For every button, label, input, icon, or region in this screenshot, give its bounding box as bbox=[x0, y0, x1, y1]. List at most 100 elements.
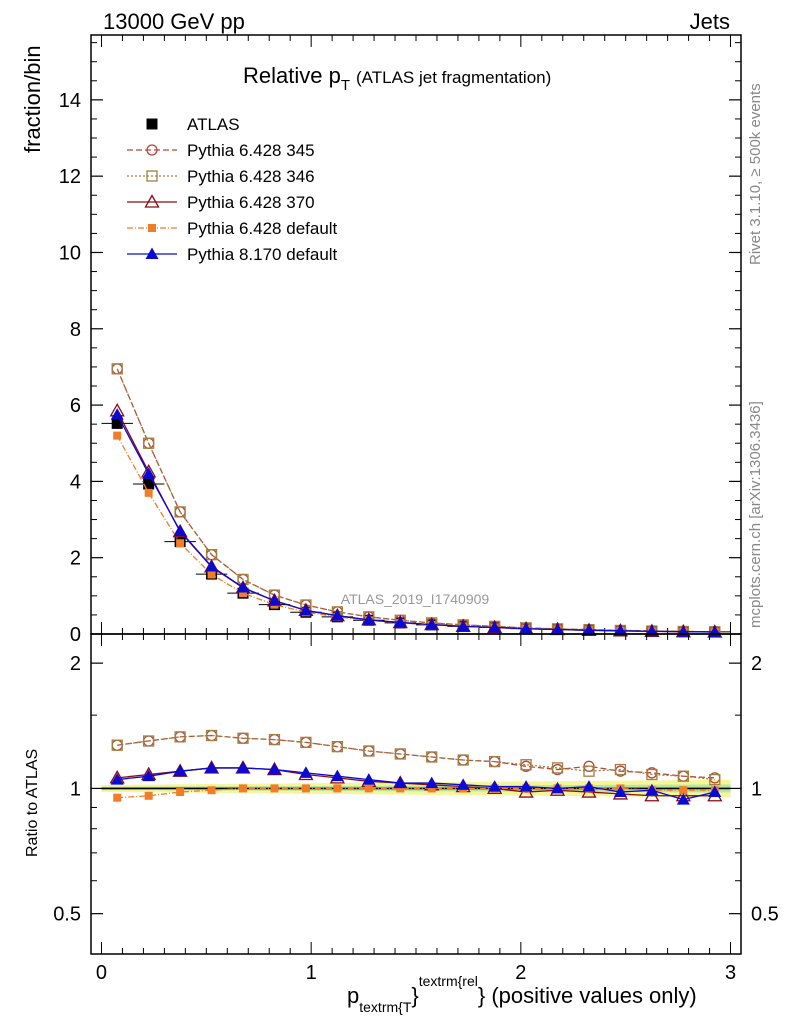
ratio-data-point bbox=[677, 770, 689, 782]
ratio-ytick-label-right: 1 bbox=[751, 778, 762, 800]
legend-label: Pythia 6.428 370 bbox=[187, 193, 315, 212]
ratio-data-point bbox=[113, 793, 122, 802]
legend-marker bbox=[145, 247, 159, 259]
xtick-label: 2 bbox=[515, 962, 526, 984]
ratio-data-point bbox=[239, 784, 248, 793]
xtick-label: 3 bbox=[725, 962, 736, 984]
ratio-ytick-label-right: 0.5 bbox=[751, 904, 779, 926]
ratio-ticks-layer: 0 1 2 3 0.5 0.5 1 1 2 2 bbox=[53, 634, 779, 984]
main-ytick-label: 4 bbox=[70, 471, 81, 493]
ratio-data-point bbox=[362, 773, 376, 785]
legend-label: Pythia 6.428 346 bbox=[187, 167, 315, 186]
legend-label: Pythia 6.428 default bbox=[187, 219, 338, 238]
ratio-data-point bbox=[270, 784, 279, 793]
main-data-point bbox=[362, 613, 376, 625]
legend-label: Pythia 6.428 345 bbox=[187, 141, 315, 160]
ratio-data-point bbox=[331, 740, 344, 753]
ratio-data-point bbox=[205, 729, 218, 742]
ratio-series-layer bbox=[109, 729, 723, 805]
ratio-data-point bbox=[301, 784, 310, 793]
main-data-point bbox=[551, 622, 565, 635]
ratio-data-point bbox=[426, 751, 438, 763]
legend-label: Pythia 8.170 default bbox=[187, 245, 338, 264]
legend: ATLAS Pythia 6.428 345 Pythia 6.428 346 Pyt… bbox=[127, 115, 338, 264]
legend-label: ATLAS bbox=[187, 115, 240, 134]
ratio-data-point bbox=[173, 764, 187, 777]
ratio-data-point bbox=[488, 780, 502, 792]
ratio-data-point bbox=[142, 769, 156, 782]
main-data-point bbox=[488, 621, 502, 633]
main-data-point bbox=[142, 467, 156, 479]
main-data-point bbox=[113, 431, 122, 440]
legend-marker bbox=[146, 144, 158, 156]
ratio-ytick-label: 0.5 bbox=[53, 904, 81, 926]
main-ylabel: fraction/bin bbox=[20, 45, 45, 153]
ratio-data-point bbox=[330, 769, 344, 782]
ratio-data-point bbox=[646, 768, 658, 781]
legend-marker bbox=[148, 224, 156, 232]
main-ytick-label: 6 bbox=[70, 395, 81, 417]
ratio-data-point bbox=[396, 784, 405, 793]
ratio-data-point bbox=[679, 786, 688, 795]
mcplots-label: mcplots.cern.ch [arXiv:1306.3436] bbox=[747, 401, 764, 628]
header-right: Jets bbox=[690, 9, 730, 34]
ratio-ytick-label: 2 bbox=[70, 653, 81, 675]
ratio-data-point bbox=[268, 733, 281, 746]
ratio-data-point bbox=[267, 763, 281, 775]
ratio-data-point bbox=[299, 766, 313, 778]
ratio-data-point bbox=[425, 776, 439, 789]
main-data-point bbox=[613, 624, 627, 636]
ratio-data-point bbox=[176, 788, 185, 797]
main-ytick-label: 10 bbox=[59, 242, 81, 264]
ratio-data-point bbox=[457, 754, 469, 766]
ratio-data-point bbox=[456, 778, 470, 790]
header-left: 13000 GeV pp bbox=[103, 9, 245, 34]
ratio-data-point bbox=[551, 762, 564, 774]
main-data-point bbox=[456, 619, 470, 632]
main-data-point bbox=[173, 524, 187, 536]
ratio-data-point bbox=[614, 763, 627, 776]
ratio-data-point bbox=[110, 773, 124, 785]
ratio-data-point bbox=[708, 785, 722, 798]
main-data-point bbox=[111, 363, 123, 375]
ratio-data-point bbox=[427, 784, 436, 793]
legend-marker bbox=[146, 118, 158, 130]
ratio-data-point bbox=[111, 739, 123, 751]
main-ytick-label: 2 bbox=[70, 548, 81, 570]
ratio-data-point bbox=[236, 761, 250, 773]
ratio-data-point bbox=[333, 784, 342, 793]
ratio-series-line bbox=[117, 767, 715, 801]
main-data-point bbox=[519, 622, 533, 634]
main-data-point bbox=[207, 570, 216, 579]
x-axis-label: ptextrm{T}textrm{rel} (positive values o… bbox=[347, 973, 697, 1015]
ratio-data-point bbox=[205, 761, 219, 773]
main-data-point bbox=[205, 559, 219, 572]
legend-marker bbox=[144, 194, 160, 208]
main-ytick-label: 12 bbox=[59, 166, 81, 188]
main-data-point bbox=[176, 539, 185, 548]
xtick-label: 1 bbox=[306, 962, 317, 984]
main-data-point bbox=[144, 488, 153, 497]
ratio-data-point bbox=[645, 783, 659, 796]
ratio-data-point bbox=[583, 765, 595, 777]
main-ytick-label: 0 bbox=[70, 624, 81, 646]
main-data-point bbox=[143, 478, 155, 490]
ratio-series-line bbox=[117, 787, 715, 799]
rivet-label: Rivet 3.1.10, ≥ 500k events bbox=[747, 83, 764, 265]
ratio-data-point bbox=[143, 735, 155, 747]
main-data-point bbox=[174, 506, 186, 518]
xtick-label: 0 bbox=[96, 962, 107, 984]
main-data-point bbox=[330, 609, 344, 621]
ratio-ytick-label-right: 2 bbox=[751, 653, 762, 675]
main-data-point bbox=[239, 589, 248, 598]
ratio-data-point bbox=[520, 759, 532, 771]
ratio-data-point bbox=[394, 748, 406, 760]
ratio-data-point bbox=[551, 781, 565, 794]
ratio-data-point bbox=[237, 732, 249, 744]
main-data-point bbox=[110, 408, 124, 420]
ratio-data-point bbox=[364, 784, 373, 793]
ratio-plot-frame bbox=[90, 633, 742, 955]
ratio-data-point bbox=[613, 785, 627, 798]
